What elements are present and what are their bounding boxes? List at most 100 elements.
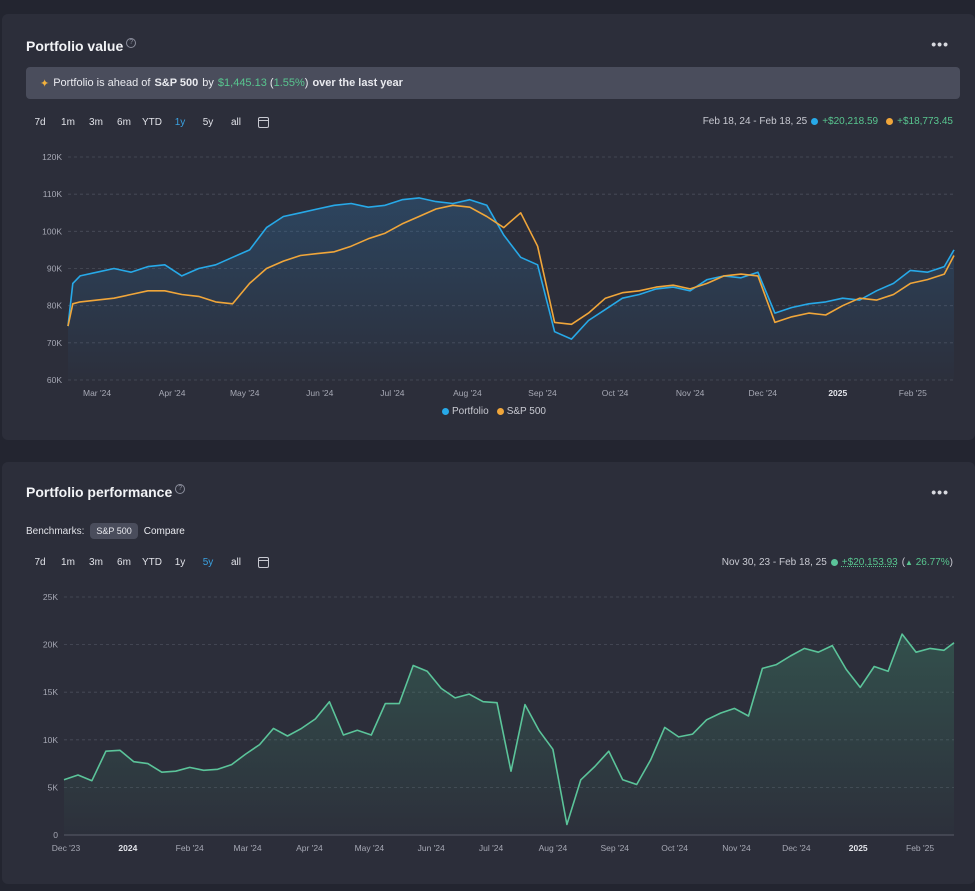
legend-portfolio[interactable]: Portfolio xyxy=(442,406,489,417)
portfolio-dot xyxy=(811,118,819,125)
area-fill xyxy=(68,197,954,380)
x-tick-label: Aug '24 xyxy=(453,388,482,398)
range-3m[interactable]: 3m xyxy=(89,117,103,128)
y-tick-label: 120K xyxy=(42,152,62,162)
x-tick-label: Sep '24 xyxy=(600,843,629,853)
card-title-text: Portfolio performance xyxy=(26,484,173,500)
ellipsis-icon[interactable]: ••• xyxy=(931,36,949,52)
y-tick-label: 25K xyxy=(43,592,58,602)
range-all[interactable]: all xyxy=(230,557,241,568)
x-tick-label: Jul '24 xyxy=(380,388,405,398)
calendar-icon[interactable] xyxy=(258,117,269,128)
question-circle-icon[interactable]: ? xyxy=(175,484,186,494)
value-stats: Feb 18, 24 - Feb 18, 25 +$20,218.59 +$18… xyxy=(703,116,953,127)
benchmark-chip-sp500[interactable]: S&P 500 xyxy=(90,523,138,539)
x-tick-label: Feb '25 xyxy=(906,843,934,853)
range-7d[interactable]: 7d xyxy=(34,117,46,128)
x-tick-label: Dec '23 xyxy=(52,843,81,853)
x-tick-label: Mar '24 xyxy=(83,388,111,398)
sp500-change: +$18,773.45 xyxy=(897,116,953,127)
range-6m[interactable]: 6m xyxy=(117,557,131,568)
legend-portfolio-dot xyxy=(442,408,449,415)
x-tick-label: Jul '24 xyxy=(479,843,504,853)
x-tick-label: Mar '24 xyxy=(234,843,262,853)
perf-range-selector: 7d 1m 3m 6m YTD 1y 5y all xyxy=(26,556,269,570)
x-tick-label: Jun '24 xyxy=(418,843,445,853)
triangle-up-icon: ▲ xyxy=(905,558,913,567)
legend-sp500[interactable]: S&P 500 xyxy=(496,406,546,417)
question-circle-icon[interactable]: ? xyxy=(126,38,137,48)
x-tick-label: Sep '24 xyxy=(528,388,557,398)
x-tick-label: Apr '24 xyxy=(159,388,186,398)
x-tick-label: May '24 xyxy=(230,388,260,398)
x-tick-label: Oct '24 xyxy=(602,388,629,398)
perf-paren-open: ( xyxy=(901,557,906,568)
party-popper-icon: ✦ xyxy=(40,77,50,90)
x-tick-label: Nov '24 xyxy=(722,843,751,853)
compare-button[interactable]: Compare xyxy=(143,525,185,537)
y-tick-label: 100K xyxy=(42,226,62,236)
banner-prefix: Portfolio is ahead of xyxy=(53,77,151,89)
perf-change: +$20,153.93 xyxy=(841,557,898,568)
perf-date-range: Nov 30, 23 - Feb 18, 25 xyxy=(721,557,827,568)
y-tick-label: 0 xyxy=(53,830,58,840)
portfolio-value-chart: 60K 70K 80K 90K 100K 110K 120K Mar '24 Apr '24 Ma… xyxy=(42,152,955,398)
range-1y[interactable]: 1y xyxy=(174,557,186,568)
range-1m[interactable]: 1m xyxy=(61,117,75,128)
legend-sp500-label: S&P 500 xyxy=(506,406,546,417)
range-5y[interactable]: 5y xyxy=(202,117,214,128)
benchmarks-label: Benchmarks: xyxy=(26,525,85,537)
card-title-text: Portfolio value xyxy=(26,38,124,54)
sp500-dot xyxy=(886,118,894,125)
portfolio-value-card: Portfolio value ? ••• ✦ Portfolio is ahe… xyxy=(2,14,975,440)
perf-paren-close: ) xyxy=(949,557,953,568)
portfolio-performance-chart: 0 5K 10K 15K 20K 25K Dec '23 2024 Feb '24 Mar '24… xyxy=(43,592,955,853)
range-5y[interactable]: 5y xyxy=(202,557,214,568)
x-tick-label: 2025 xyxy=(849,843,868,853)
perf-stats: Nov 30, 23 - Feb 18, 25 +$20,153.93 (▲ 2… xyxy=(722,557,953,568)
range-1m[interactable]: 1m xyxy=(61,557,75,568)
x-tick-label: Jun '24 xyxy=(306,388,333,398)
x-tick-label: Oct '24 xyxy=(661,843,688,853)
range-ytd[interactable]: YTD xyxy=(142,557,162,568)
banner-amount: $1,445.13 xyxy=(217,77,267,89)
range-all[interactable]: all xyxy=(230,117,241,128)
y-tick-label: 90K xyxy=(47,264,62,274)
banner-pct: 1.55% xyxy=(273,77,305,89)
calendar-icon[interactable] xyxy=(258,557,269,568)
legend-portfolio-label: Portfolio xyxy=(452,406,489,417)
series-line-s-p-500 xyxy=(67,204,955,327)
y-tick-label: 10K xyxy=(43,735,58,745)
y-tick-label: 110K xyxy=(43,189,63,199)
x-tick-label: May '24 xyxy=(355,843,385,853)
x-tick-label: 2024 xyxy=(118,843,137,853)
y-tick-label: 80K xyxy=(47,301,62,311)
banner-suffix: over the last year xyxy=(312,77,403,89)
performance-banner: ✦ Portfolio is ahead of S&P 500 by $1,44… xyxy=(26,67,960,99)
portfolio-performance-title: Portfolio performance ? xyxy=(26,484,186,500)
x-tick-label: Nov '24 xyxy=(676,388,705,398)
banner-by: by xyxy=(202,77,214,89)
y-tick-label: 5K xyxy=(48,782,59,792)
range-3m[interactable]: 3m xyxy=(89,557,103,568)
x-tick-label: Dec '24 xyxy=(782,843,811,853)
range-7d[interactable]: 7d xyxy=(34,557,46,568)
range-1y[interactable]: 1y xyxy=(174,117,186,128)
x-tick-label: Dec '24 xyxy=(748,388,777,398)
series-line xyxy=(63,633,955,826)
legend-sp500-dot xyxy=(496,408,504,415)
range-6m[interactable]: 6m xyxy=(117,117,131,128)
perf-change-pct: 26.77% xyxy=(915,557,950,568)
value-legend: Portfolio S&P 500 xyxy=(442,406,546,417)
range-ytd[interactable]: YTD xyxy=(142,117,162,128)
x-tick-label: Aug '24 xyxy=(539,843,568,853)
portfolio-change: +$20,218.59 xyxy=(822,116,879,127)
x-tick-label: Apr '24 xyxy=(296,843,323,853)
y-tick-label: 70K xyxy=(47,338,62,348)
y-tick-label: 60K xyxy=(47,375,62,385)
banner-paren-open: ( xyxy=(269,77,274,89)
benchmarks-row: Benchmarks: S&P 500 Compare xyxy=(26,523,185,539)
perf-dot xyxy=(830,559,838,566)
ellipsis-icon[interactable]: ••• xyxy=(931,484,949,500)
x-tick-label: Feb '24 xyxy=(176,843,204,853)
